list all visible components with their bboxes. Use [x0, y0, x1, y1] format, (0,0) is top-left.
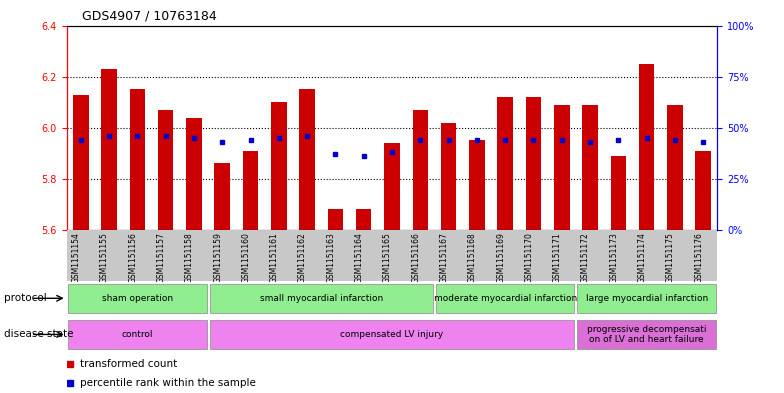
Bar — [695, 151, 711, 230]
Bar — [667, 105, 683, 230]
Text: GSM1151161: GSM1151161 — [270, 232, 279, 283]
Bar — [577, 284, 716, 313]
Text: GSM1151174: GSM1151174 — [637, 232, 647, 283]
Bar — [186, 118, 201, 230]
Text: GSM1151155: GSM1151155 — [100, 232, 109, 283]
Bar — [583, 105, 598, 230]
Bar — [611, 156, 626, 230]
Text: GSM1151171: GSM1151171 — [553, 232, 562, 283]
Bar — [209, 284, 433, 313]
Text: large myocardial infarction: large myocardial infarction — [586, 294, 708, 303]
Text: compensated LV injury: compensated LV injury — [340, 330, 444, 339]
Bar — [73, 94, 89, 230]
Bar — [554, 105, 569, 230]
Bar — [243, 151, 258, 230]
Text: small myocardial infarction: small myocardial infarction — [260, 294, 383, 303]
Text: GSM1151160: GSM1151160 — [241, 232, 251, 283]
Text: GSM1151166: GSM1151166 — [412, 232, 420, 283]
Bar — [271, 102, 287, 230]
Bar — [129, 89, 145, 230]
Bar — [356, 209, 372, 230]
Bar — [384, 143, 400, 230]
Text: GSM1151158: GSM1151158 — [185, 232, 194, 283]
Bar — [639, 64, 655, 230]
Bar — [497, 97, 513, 230]
Text: GSM1151156: GSM1151156 — [129, 232, 137, 283]
Text: disease state: disease state — [4, 329, 74, 340]
Text: sham operation: sham operation — [102, 294, 173, 303]
Bar — [436, 284, 575, 313]
Text: protocol: protocol — [4, 293, 47, 303]
Text: transformed count: transformed count — [80, 359, 177, 369]
Text: GSM1151169: GSM1151169 — [496, 232, 505, 283]
Bar — [328, 209, 343, 230]
Text: GSM1151173: GSM1151173 — [609, 232, 619, 283]
Bar — [215, 163, 230, 230]
Text: GSM1151159: GSM1151159 — [213, 232, 222, 283]
Text: GDS4907 / 10763184: GDS4907 / 10763184 — [82, 10, 217, 23]
Bar — [101, 69, 117, 230]
Bar — [68, 284, 207, 313]
Text: control: control — [122, 330, 153, 339]
Bar — [469, 140, 485, 230]
Text: GSM1151162: GSM1151162 — [298, 232, 307, 283]
Text: GSM1151172: GSM1151172 — [581, 232, 590, 283]
Text: progressive decompensati
on of LV and heart failure: progressive decompensati on of LV and he… — [587, 325, 706, 344]
Bar — [412, 110, 428, 230]
Text: GSM1151157: GSM1151157 — [157, 232, 165, 283]
Text: moderate myocardial infarction: moderate myocardial infarction — [434, 294, 577, 303]
Text: GSM1151167: GSM1151167 — [440, 232, 448, 283]
Bar — [209, 320, 575, 349]
Bar — [68, 320, 207, 349]
Bar — [526, 97, 541, 230]
Text: GSM1151154: GSM1151154 — [72, 232, 81, 283]
Text: GSM1151168: GSM1151168 — [468, 232, 477, 283]
Text: GSM1151176: GSM1151176 — [694, 232, 703, 283]
Text: GSM1151165: GSM1151165 — [383, 232, 392, 283]
Bar — [441, 123, 456, 230]
Text: GSM1151164: GSM1151164 — [354, 232, 364, 283]
Bar — [158, 110, 173, 230]
Bar — [299, 89, 315, 230]
Text: GSM1151175: GSM1151175 — [666, 232, 675, 283]
Text: GSM1151163: GSM1151163 — [326, 232, 336, 283]
Bar — [577, 320, 716, 349]
Text: percentile rank within the sample: percentile rank within the sample — [80, 378, 256, 388]
Text: GSM1151170: GSM1151170 — [524, 232, 533, 283]
